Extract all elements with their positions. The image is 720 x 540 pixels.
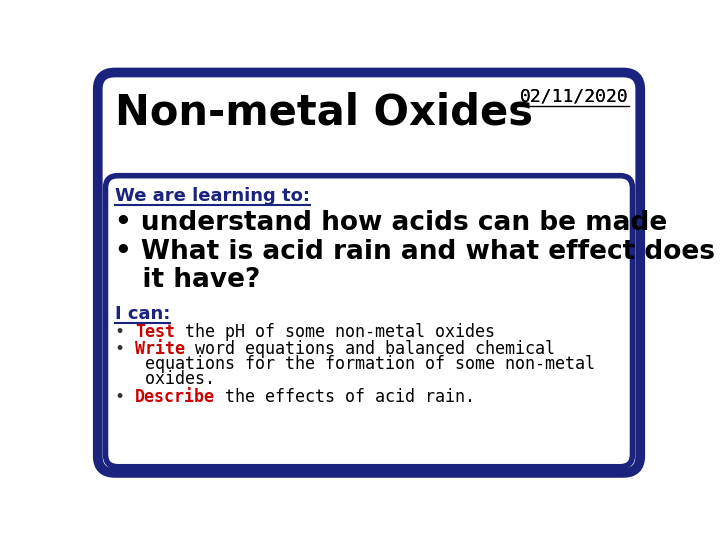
Text: •: •: [114, 388, 135, 406]
Text: Non-metal Oxides: Non-metal Oxides: [114, 92, 533, 134]
Text: Describe: Describe: [135, 388, 215, 406]
Text: Write: Write: [135, 340, 185, 357]
Text: Test: Test: [135, 323, 175, 341]
Text: • understand how acids can be made: • understand how acids can be made: [114, 210, 667, 235]
Text: 02/11/2020: 02/11/2020: [520, 88, 629, 106]
Text: •: •: [114, 340, 135, 357]
Text: word equations and balanced chemical: word equations and balanced chemical: [185, 340, 555, 357]
FancyBboxPatch shape: [98, 72, 640, 473]
Text: We are learning to:: We are learning to:: [114, 187, 310, 205]
Text: equations for the formation of some non-metal: equations for the formation of some non-…: [114, 355, 595, 373]
FancyBboxPatch shape: [106, 176, 632, 467]
Text: I can:: I can:: [114, 305, 170, 323]
Text: the pH of some non-metal oxides: the pH of some non-metal oxides: [175, 323, 495, 341]
Text: • What is acid rain and what effect does: • What is acid rain and what effect does: [114, 239, 715, 265]
Text: the effects of acid rain.: the effects of acid rain.: [215, 388, 474, 406]
Text: it have?: it have?: [114, 267, 260, 293]
Text: oxides.: oxides.: [114, 370, 215, 388]
Text: •: •: [114, 323, 135, 341]
Text: 02/11/2020: 02/11/2020: [520, 88, 629, 106]
